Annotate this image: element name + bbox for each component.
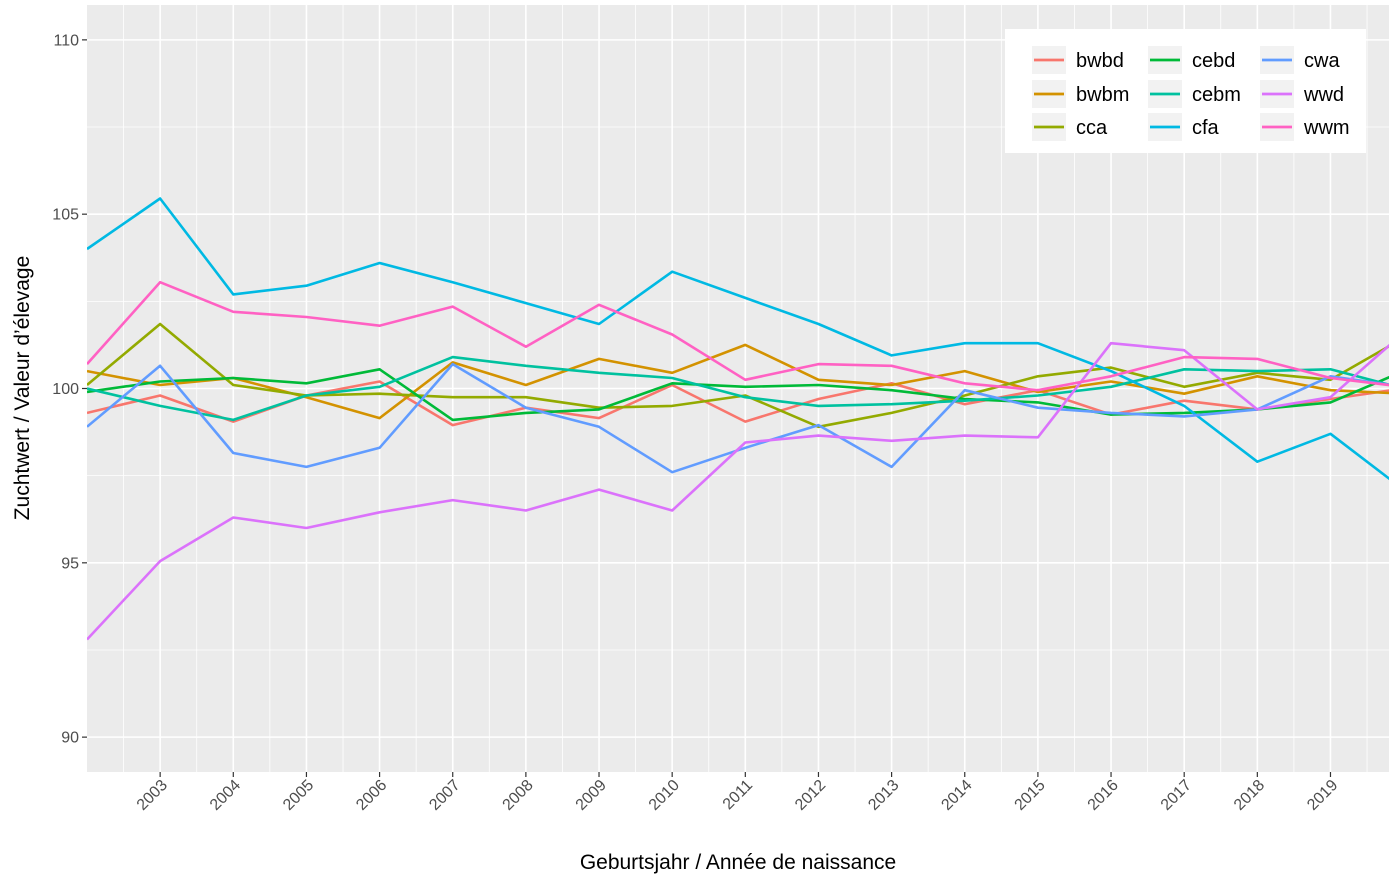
x-tick-label: 2009: [573, 777, 610, 814]
legend-label-bwbd: bwbd: [1076, 50, 1124, 72]
x-tick-label: 2016: [1085, 777, 1122, 814]
legend-label-cca: cca: [1076, 117, 1108, 139]
legend: bwbd bwbm cca cebd cebm cfa cwa wwd wwm: [1005, 29, 1366, 153]
y-axis-title: Zuchtwert / Valeur d’élevage: [11, 256, 34, 521]
x-tick-label: 2011: [720, 777, 756, 813]
x-tick-label: 2017: [1158, 777, 1195, 814]
series-line-cebm: [87, 355, 1389, 422]
x-tick-label: 2013: [865, 777, 902, 814]
x-tick-label: 2003: [134, 777, 171, 814]
x-tick-label: 2004: [207, 777, 244, 814]
x-tick-label: 2012: [792, 777, 829, 814]
series-line-cwa: [87, 362, 1389, 474]
legend-label-wwm: wwm: [1303, 117, 1350, 139]
x-tick-label: 2006: [353, 777, 390, 814]
series-line-wwd: [87, 341, 1389, 641]
legend-label-cebd: cebd: [1192, 50, 1235, 72]
y-tick-label: 105: [52, 207, 79, 224]
y-tick-label: 100: [52, 381, 79, 398]
series-line-cebd: [87, 367, 1389, 422]
x-axis-title: Geburtsjahr / Année de naissance: [580, 851, 896, 874]
series-line-wwm: [87, 280, 1389, 392]
x-tick-label: 2005: [280, 777, 317, 814]
legend-label-cfa: cfa: [1192, 117, 1220, 139]
series-line-bwbm: [87, 343, 1389, 420]
legend-label-bwbm: bwbm: [1076, 84, 1129, 106]
x-tick-label: 2015: [1012, 777, 1049, 814]
series-line-cfa: [87, 197, 1389, 481]
legend-label-cebm: cebm: [1192, 84, 1241, 106]
y-tick-label: 90: [61, 730, 79, 747]
y-axis: 90 95 100 105 110: [52, 32, 87, 747]
x-tick-label: 2007: [426, 777, 463, 814]
x-tick-label: 2010: [646, 777, 683, 814]
x-tick-label: 2019: [1304, 777, 1341, 814]
x-axis: 2003 2004 2005 2006 2007 2008 2009 2010 2011 2012…: [134, 772, 1341, 814]
y-tick-label: 110: [53, 32, 79, 49]
x-tick-label: 2018: [1231, 777, 1268, 814]
legend-label-wwd: wwd: [1303, 84, 1344, 106]
x-tick-label: 2014: [938, 777, 975, 814]
x-tick-label: 2008: [500, 777, 537, 814]
legend-label-cwa: cwa: [1304, 50, 1340, 72]
y-tick-label: 95: [61, 555, 79, 572]
series-lines: [87, 197, 1389, 641]
